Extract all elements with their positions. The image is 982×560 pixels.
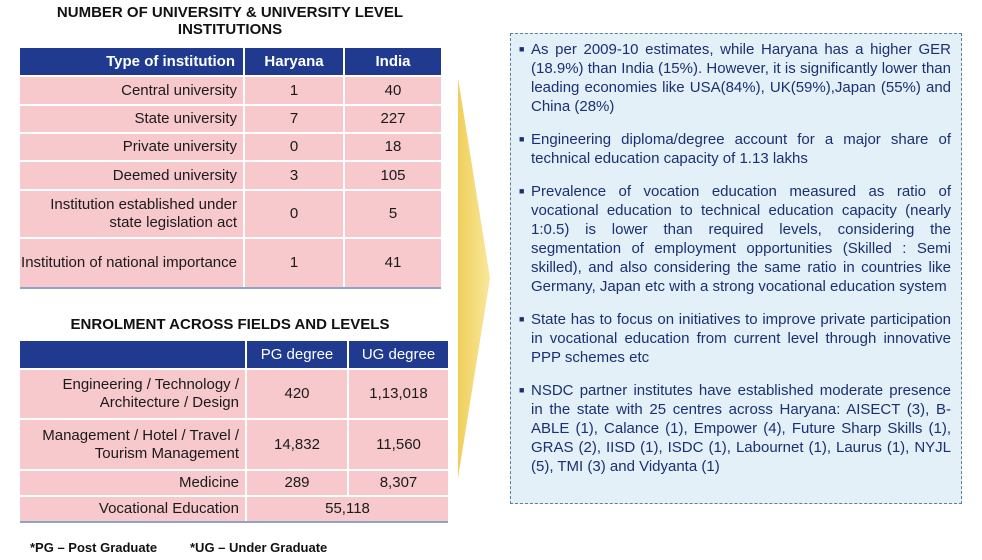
- table-row: Medicine 289 8,307: [20, 469, 448, 496]
- enrolment-title: ENROLMENT ACROSS FIELDS AND LEVELS: [70, 316, 390, 333]
- ug-value: 1,13,018: [348, 368, 448, 419]
- insight-text: Prevalence of vocation education measure…: [531, 183, 951, 295]
- bullet-icon: ■: [519, 314, 525, 324]
- india-count: 40: [344, 75, 441, 105]
- institution-type: Institution of national importance: [20, 237, 245, 289]
- ug-value: 8,307: [348, 469, 448, 496]
- table-row: Central university 1 40: [20, 75, 441, 105]
- list-item: ■ NSDC partner institutes have establish…: [519, 381, 951, 476]
- india-count: 18: [344, 132, 441, 161]
- table-header-row: Type of institution Haryana India: [20, 48, 441, 76]
- table-row: Engineering / Technology / Architecture …: [20, 368, 448, 419]
- haryana-count: 7: [244, 104, 345, 133]
- chevron-right-icon: [458, 78, 490, 478]
- institution-type: Private university: [20, 132, 245, 161]
- key-insights-panel: ■ As per 2009-10 estimates, while Haryan…: [510, 33, 962, 504]
- column-header: PG degree: [246, 341, 349, 369]
- pg-value: 420: [246, 368, 349, 419]
- haryana-count: 0: [244, 132, 345, 161]
- list-item: ■ Prevalence of vocation education measu…: [519, 182, 951, 296]
- institution-type: Institution established under state legi…: [20, 189, 245, 238]
- column-header: Type of institution: [20, 48, 245, 76]
- table-row: Institution established under state legi…: [20, 189, 441, 238]
- table-row: Institution of national importance 1 41: [20, 237, 441, 289]
- haryana-count: 1: [244, 75, 345, 105]
- bullet-icon: ■: [519, 385, 525, 395]
- india-count: 105: [344, 160, 441, 190]
- table-row: Vocational Education 55,118: [20, 495, 448, 523]
- bullet-icon: ■: [519, 134, 525, 144]
- table-row: Management / Hotel / Travel / Tourism Ma…: [20, 418, 448, 470]
- field-name: Medicine: [20, 469, 247, 496]
- insight-text: State has to focus on initiatives to imp…: [531, 311, 951, 366]
- insight-text: As per 2009-10 estimates, while Haryana …: [531, 41, 951, 115]
- field-name: Engineering / Technology / Architecture …: [20, 368, 247, 419]
- ug-footnote: *UG – Under Graduate: [190, 540, 328, 555]
- table-row: Deemed university 3 105: [20, 160, 441, 190]
- vocational-value: 55,118: [246, 495, 448, 523]
- list-item: ■ Engineering diploma/degree account for…: [519, 130, 951, 168]
- ug-value: 11,560: [348, 418, 448, 470]
- haryana-count: 3: [244, 160, 345, 190]
- table-row: Private university 0 18: [20, 132, 441, 161]
- list-item: ■ As per 2009-10 estimates, while Haryan…: [519, 40, 951, 116]
- institutions-title: NUMBER OF UNIVERSITY & UNIVERSITY LEVEL …: [56, 4, 404, 38]
- column-header: India: [344, 48, 441, 76]
- india-count: 227: [344, 104, 441, 133]
- bullet-icon: ■: [519, 44, 525, 54]
- india-count: 41: [344, 237, 441, 289]
- pg-footnote: *PG – Post Graduate: [30, 540, 158, 555]
- column-header: Haryana: [244, 48, 345, 76]
- field-name: Management / Hotel / Travel / Tourism Ma…: [20, 418, 247, 470]
- institution-type: Deemed university: [20, 160, 245, 190]
- pg-value: 14,832: [246, 418, 349, 470]
- table-row: State university 7 227: [20, 104, 441, 133]
- institution-type: Central university: [20, 75, 245, 105]
- insight-text: NSDC partner institutes have established…: [531, 382, 951, 475]
- table-header-row: PG degree UG degree: [20, 341, 448, 369]
- insight-text: Engineering diploma/degree account for a…: [531, 131, 951, 167]
- india-count: 5: [344, 189, 441, 238]
- field-name: Vocational Education: [20, 495, 247, 523]
- institution-type: State university: [20, 104, 245, 133]
- bullet-icon: ■: [519, 186, 525, 196]
- column-header: UG degree: [348, 341, 448, 369]
- haryana-count: 0: [244, 189, 345, 238]
- pg-value: 289: [246, 469, 349, 496]
- enrolment-table: PG degree UG degree Engineering / Techno…: [20, 341, 448, 523]
- column-header: [20, 341, 247, 369]
- haryana-count: 1: [244, 237, 345, 289]
- institutions-table: Type of institution Haryana India Centra…: [20, 48, 441, 289]
- list-item: ■ State has to focus on initiatives to i…: [519, 310, 951, 367]
